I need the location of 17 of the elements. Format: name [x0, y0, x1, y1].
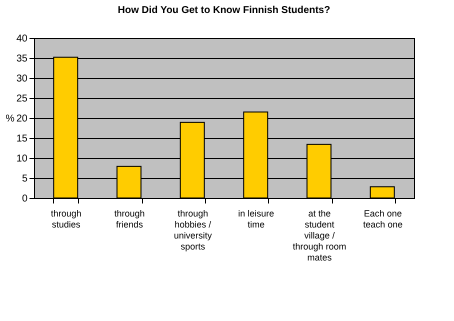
y-tick-label: 35: [16, 54, 28, 64]
y-tick-label: 25: [16, 94, 28, 104]
x-tick-label: in leisure time: [238, 208, 274, 230]
y-tick-label: 5: [22, 174, 28, 184]
x-tick-label: through studies: [50, 208, 82, 230]
x-tick-label: at the student village / through room mates: [292, 208, 346, 262]
y-tick-label: 15: [16, 134, 28, 144]
x-tick-label: through friends: [114, 208, 145, 230]
y-tick-label: 20: [16, 114, 28, 124]
x-tick-label: Each one teach one: [363, 208, 403, 230]
x-tick-label: through hobbies / university sports: [174, 208, 212, 252]
y-tick-label: 0: [22, 194, 28, 204]
y-tick-label: 10: [16, 154, 28, 164]
chart-title: How Did You Get to Know Finnish Students?: [118, 5, 330, 16]
y-axis-title: %: [6, 114, 15, 124]
y-tick-label: 30: [16, 74, 28, 84]
y-tick-label: 40: [16, 34, 28, 44]
